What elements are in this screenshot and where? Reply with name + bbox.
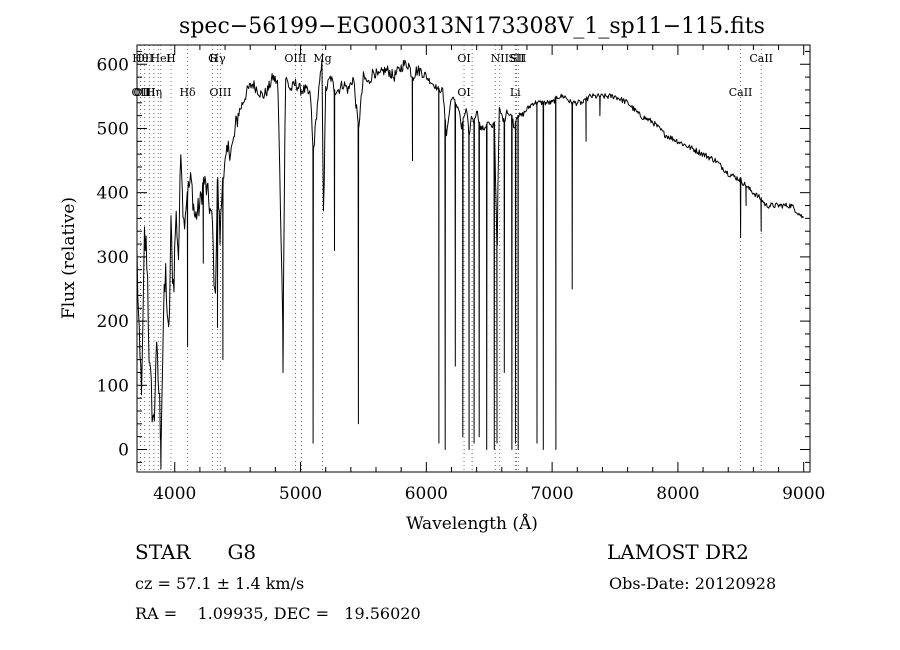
y-tick-label: 100	[97, 376, 129, 396]
y-tick-label: 500	[97, 119, 129, 139]
coordinates: RA = 1.09935, DEC = 19.56020	[135, 604, 421, 623]
observation-date: Obs-Date: 20120928	[609, 574, 777, 593]
spectral-line-top-label: OIII	[284, 52, 306, 65]
object-class-label: STAR	[135, 540, 191, 564]
spectral-line-bottom-label: OII	[132, 86, 150, 99]
spectral-line-top-label: OII	[136, 52, 154, 65]
spectral-line-top-label: SII	[510, 52, 526, 65]
x-tick-label: 9000	[782, 484, 825, 504]
plot-frame	[136, 44, 811, 473]
spectral-line-bottom-label: OIII	[209, 86, 231, 99]
survey-name: LAMOST DR2	[607, 540, 749, 564]
x-tick-label: 7000	[530, 484, 573, 504]
axis-ticks: 4000 5000 6000 7000 8000 9000 0 100 200 300 400 500…	[97, 45, 825, 504]
chart-title: spec−56199−EG000313N173308V_1_sp11−115.f…	[179, 14, 765, 39]
spectrum-line	[136, 59, 804, 470]
y-tick-label: 600	[97, 55, 129, 75]
object-subclass: G8	[227, 540, 257, 564]
spectral-line-top-label: H	[166, 52, 176, 65]
spectral-line-bottom-label: OI	[457, 86, 470, 99]
x-tick-label: 6000	[405, 484, 448, 504]
spectral-line-top-label: Hθ	[132, 52, 149, 65]
y-tick-label: 300	[97, 248, 129, 268]
x-tick-label: 4000	[153, 484, 196, 504]
spectrum-series	[136, 59, 804, 470]
spectral-line-top-label: G	[208, 52, 217, 65]
x-axis-label: Wavelength (Å)	[406, 513, 538, 534]
spectral-line-bottom-label: OIII	[134, 86, 156, 99]
spectral-line-bottom-label: Li	[510, 86, 521, 99]
spectral-line-top-label: SII	[508, 52, 524, 65]
y-axis-label: Flux (relative)	[59, 197, 79, 319]
spectral-line-top-label: Mg	[313, 52, 331, 65]
spectral-line-bottom-label: Hη	[146, 86, 162, 99]
spectral-line-top-label: OI	[457, 52, 470, 65]
y-tick-label: 400	[97, 184, 129, 204]
spectral-line-top-label: NII	[491, 52, 509, 65]
spectral-line-top-label: CaII	[749, 52, 773, 65]
spectral-line-bottom-label: Hδ	[179, 86, 196, 99]
spectral-line-top-label: HeI	[151, 52, 171, 65]
object-class: STAR G8	[135, 540, 256, 564]
spectral-line-top-label: Hγ	[209, 52, 226, 65]
x-tick-label: 8000	[656, 484, 699, 504]
y-tick-label: 200	[97, 312, 129, 332]
x-tick-label: 5000	[279, 484, 322, 504]
spectral-line-bottom-label: CaII	[729, 86, 753, 99]
y-tick-label: 0	[118, 441, 129, 461]
redshift-velocity: cz = 57.1 ± 1.4 km/s	[135, 574, 305, 593]
